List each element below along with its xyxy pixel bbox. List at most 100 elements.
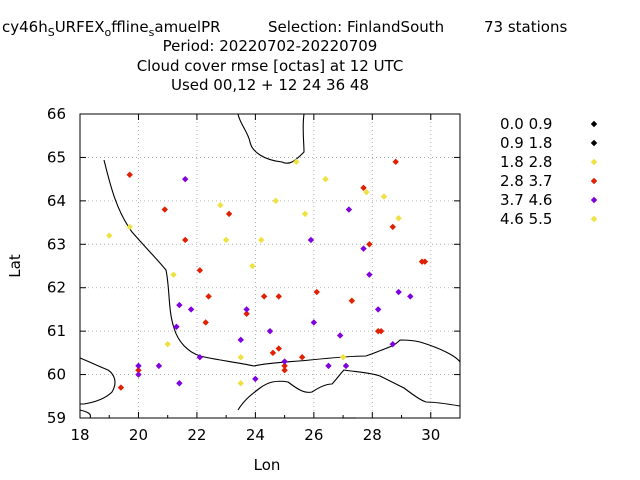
station-point bbox=[281, 358, 288, 365]
chart-title-selection: Selection: FinlandSouth bbox=[268, 18, 444, 36]
legend-marker bbox=[590, 158, 598, 166]
station-point bbox=[243, 310, 250, 317]
station-point bbox=[269, 349, 277, 357]
station-point bbox=[237, 380, 244, 387]
station-point bbox=[313, 288, 320, 296]
station-point bbox=[360, 245, 367, 252]
x-tick-label: 20 bbox=[129, 426, 148, 444]
y-tick-label: 66 bbox=[47, 105, 66, 123]
axis-ticks: 18 20 22 24 26 28 30 59 60 61 62 63 64 65 66 bbox=[47, 105, 460, 444]
chart-title-line-4: Used 00,12 + 12 24 36 48 bbox=[171, 76, 369, 94]
legend-marker bbox=[590, 177, 598, 185]
station-point bbox=[374, 306, 382, 313]
legend: 0.0 0.90.9 1.81.8 2.82.8 3.73.7 4.64.6 5… bbox=[500, 115, 598, 228]
y-tick-label: 63 bbox=[47, 235, 66, 253]
station-point bbox=[135, 371, 142, 378]
legend-label: 3.7 4.6 bbox=[500, 191, 552, 209]
station-point bbox=[126, 223, 133, 231]
station-point bbox=[196, 354, 204, 361]
station-point bbox=[360, 184, 367, 192]
y-tick-label: 62 bbox=[47, 279, 66, 297]
legend-marker bbox=[590, 139, 598, 147]
station-point bbox=[377, 327, 385, 335]
station-point bbox=[117, 384, 125, 391]
station-point bbox=[342, 362, 350, 370]
station-point bbox=[164, 340, 171, 348]
station-point bbox=[243, 306, 250, 313]
station-point bbox=[135, 362, 142, 370]
y-tick-label: 65 bbox=[47, 148, 66, 166]
chart-title-line-1: cy46hSURFEXofflinesamuelPR bbox=[2, 18, 221, 39]
station-point bbox=[126, 171, 133, 178]
station-points bbox=[106, 158, 429, 391]
station-point bbox=[176, 301, 183, 309]
station-point bbox=[196, 267, 204, 274]
station-point bbox=[336, 332, 344, 339]
x-tick-label: 26 bbox=[304, 426, 323, 444]
y-axis-label: Lat bbox=[6, 254, 24, 278]
station-point bbox=[392, 158, 399, 165]
station-point bbox=[389, 223, 396, 231]
station-point bbox=[325, 362, 332, 370]
chart-title-stations: 73 stations bbox=[484, 18, 567, 36]
station-point bbox=[395, 215, 402, 222]
plot-frame bbox=[79, 113, 461, 419]
station-point bbox=[301, 210, 309, 218]
station-point bbox=[187, 306, 195, 313]
station-point bbox=[182, 175, 189, 183]
legend-marker bbox=[590, 120, 598, 128]
station-point bbox=[205, 293, 212, 300]
station-point bbox=[281, 362, 288, 370]
legend-marker bbox=[590, 196, 598, 204]
station-point bbox=[237, 336, 244, 344]
y-tick-label: 59 bbox=[47, 409, 66, 427]
chart-title-line-3: Cloud cover rmse [octas] at 12 UTC bbox=[137, 57, 404, 75]
station-point bbox=[237, 354, 244, 361]
station-point bbox=[395, 288, 402, 296]
title-experiment-a: cy46h bbox=[2, 18, 48, 36]
x-tick-label: 22 bbox=[187, 426, 206, 444]
station-point bbox=[307, 236, 315, 244]
station-point bbox=[363, 188, 370, 196]
station-point bbox=[281, 367, 288, 374]
title-sub-b: o bbox=[105, 26, 112, 39]
station-point bbox=[366, 241, 373, 248]
legend-label: 0.9 1.8 bbox=[500, 134, 552, 152]
x-tick-label: 28 bbox=[363, 426, 382, 444]
legend-label: 1.8 2.8 bbox=[500, 153, 552, 171]
title-experiment-c: ffline bbox=[111, 18, 148, 36]
x-tick-label: 30 bbox=[421, 426, 440, 444]
title-sub-a: S bbox=[48, 26, 55, 39]
station-point bbox=[135, 367, 142, 374]
station-point bbox=[173, 323, 180, 330]
grid bbox=[80, 114, 460, 418]
station-point bbox=[407, 293, 414, 300]
station-point bbox=[345, 206, 353, 213]
x-tick-label: 24 bbox=[246, 426, 265, 444]
x-tick-label: 18 bbox=[70, 426, 89, 444]
station-point bbox=[252, 375, 259, 383]
station-point bbox=[161, 206, 168, 213]
station-point bbox=[249, 262, 256, 270]
station-point bbox=[348, 297, 356, 304]
y-tick-label: 64 bbox=[47, 192, 66, 210]
x-axis-label: Lon bbox=[254, 456, 281, 474]
station-point bbox=[293, 158, 300, 165]
chart-title-line-2: Period: 20220702-20220709 bbox=[163, 37, 378, 55]
legend-label: 4.6 5.5 bbox=[500, 210, 552, 228]
station-point bbox=[310, 319, 318, 326]
station-point bbox=[182, 236, 189, 244]
legend-label: 2.8 3.7 bbox=[500, 172, 552, 190]
station-point bbox=[170, 271, 177, 278]
coastline bbox=[79, 113, 461, 419]
station-point bbox=[266, 327, 274, 335]
legend-label: 0.0 0.9 bbox=[500, 115, 552, 133]
station-point bbox=[339, 354, 347, 361]
title-sub-c: s bbox=[149, 26, 155, 39]
y-tick-label: 60 bbox=[47, 366, 66, 384]
station-point bbox=[176, 380, 183, 387]
station-point bbox=[421, 258, 429, 265]
station-point bbox=[366, 271, 373, 278]
station-point bbox=[258, 236, 265, 244]
